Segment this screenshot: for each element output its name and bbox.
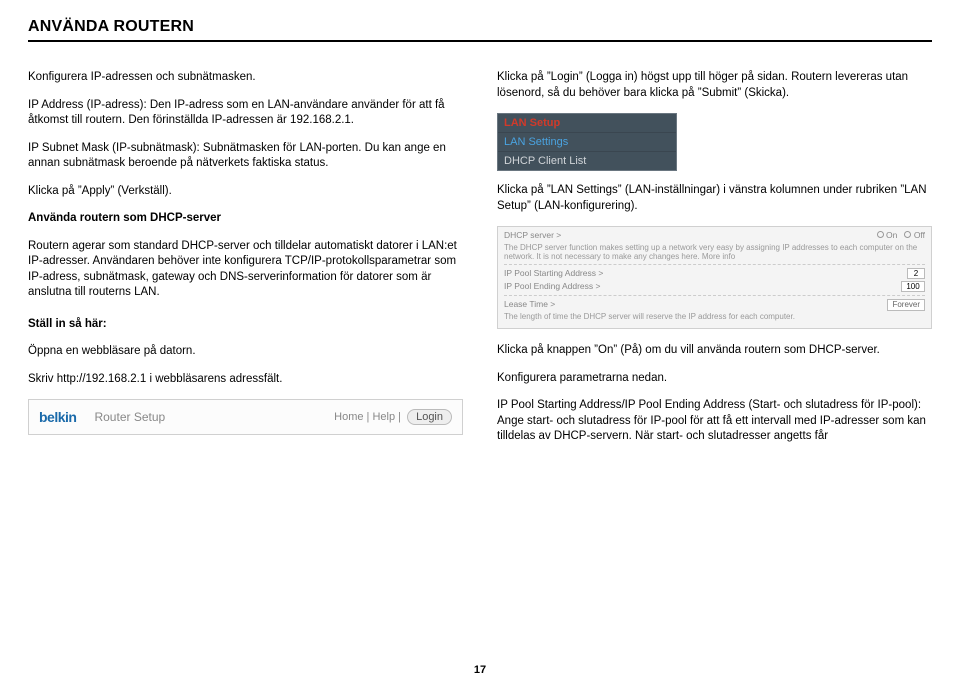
page-title: ANVÄNDA ROUTERN	[28, 18, 932, 42]
router-setup-links: Home | Help | Login	[334, 409, 462, 425]
lan-setup-header: LAN Setup	[498, 114, 676, 133]
dhcp-body: Routern agerar som standard DHCP-server …	[28, 239, 463, 301]
config-params-text: Konfigurera parametrarna nedan.	[497, 371, 932, 387]
right-column: Klicka på ”Login” (Logga in) högst upp t…	[497, 70, 932, 457]
ip-pool-end-label: IP Pool Ending Address >	[504, 282, 897, 292]
on-button-text: Klicka på knappen ”On” (På) om du vill a…	[497, 343, 932, 359]
dhcp-client-list-item[interactable]: DHCP Client List	[498, 152, 676, 170]
home-link[interactable]: Home	[334, 411, 363, 423]
content-columns: Konfigurera IP-adressen och subnätmasken…	[28, 70, 932, 457]
intro-text: Konfigurera IP-adressen och subnätmasken…	[28, 70, 463, 86]
dhcp-settings-panel: DHCP server > On Off The DHCP server fun…	[497, 226, 932, 329]
router-setup-label: Router Setup	[86, 410, 173, 424]
apply-text: Klicka på ”Apply” (Verkställ).	[28, 184, 463, 200]
dhcp-off-radio[interactable]	[904, 231, 911, 238]
left-column: Konfigurera IP-adressen och subnätmasken…	[28, 70, 463, 457]
dhcp-on-radio[interactable]	[877, 231, 884, 238]
lease-time-label: Lease Time >	[504, 300, 555, 310]
login-button[interactable]: Login	[407, 409, 452, 425]
subnet-text: IP Subnet Mask (IP-subnätmask): Subnätma…	[28, 141, 463, 172]
lan-settings-item[interactable]: LAN Settings	[498, 133, 676, 152]
login-text: Klicka på ”Login” (Logga in) högst upp t…	[497, 70, 932, 101]
dhcp-on-label: On	[886, 230, 897, 240]
dhcp-description: The DHCP server function makes setting u…	[504, 244, 925, 262]
page-number: 17	[474, 664, 486, 676]
lease-time-desc: The length of time the DHCP server will …	[504, 313, 925, 322]
lan-setup-menu: LAN Setup LAN Settings DHCP Client List	[497, 113, 677, 171]
ip-address-text: IP Address (IP-adress): Den IP-adress so…	[28, 98, 463, 129]
ip-pool-text: IP Pool Starting Address/IP Pool Ending …	[497, 398, 932, 445]
help-link[interactable]: Help	[372, 411, 395, 423]
router-setup-bar: belkin Router Setup Home | Help | Login	[28, 399, 463, 435]
dhcp-server-label: DHCP server >	[504, 231, 561, 241]
dhcp-off-label: Off	[914, 230, 925, 240]
dhcp-radio-group: On Off	[877, 231, 925, 241]
lease-time-select[interactable]: Forever	[887, 299, 925, 310]
setup-heading: Ställ in så här:	[28, 317, 463, 333]
ip-pool-start-input[interactable]	[907, 268, 925, 279]
ip-pool-start-label: IP Pool Starting Address >	[504, 269, 903, 279]
belkin-logo: belkin	[29, 409, 86, 425]
lan-settings-note: Klicka på ”LAN Settings” (LAN-inställnin…	[497, 183, 932, 214]
type-url-text: Skriv http://192.168.2.1 i webbläsarens …	[28, 372, 463, 388]
ip-pool-end-input[interactable]	[901, 281, 925, 292]
dhcp-heading: Använda routern som DHCP-server	[28, 211, 463, 227]
open-browser-text: Öppna en webbläsare på datorn.	[28, 344, 463, 360]
